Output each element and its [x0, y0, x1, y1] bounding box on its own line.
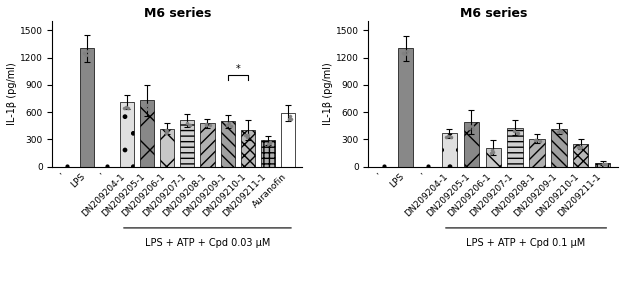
Point	[512, 130, 522, 135]
Point	[263, 141, 273, 146]
Point	[398, 51, 408, 55]
Point	[598, 162, 608, 167]
Point	[182, 121, 192, 125]
Point	[142, 103, 152, 108]
Point	[284, 113, 294, 118]
Point	[284, 117, 294, 122]
Bar	[573, 144, 589, 167]
Point	[201, 122, 211, 127]
Bar	[442, 133, 457, 167]
Point	[557, 130, 567, 135]
Point	[81, 53, 91, 57]
Point	[443, 134, 453, 139]
Bar	[508, 128, 522, 167]
Point	[601, 161, 611, 166]
Bar	[281, 113, 295, 167]
Point	[600, 162, 610, 167]
Point	[488, 150, 498, 155]
Point	[242, 135, 252, 140]
Bar	[221, 121, 234, 167]
Bar	[180, 120, 194, 167]
Bar	[551, 129, 567, 167]
Point	[464, 126, 474, 130]
Point	[402, 49, 412, 53]
Title: M6 series: M6 series	[144, 7, 211, 20]
Text: LPS + ATP + Cpd 0.03 μM: LPS + ATP + Cpd 0.03 μM	[145, 238, 270, 248]
Bar	[529, 139, 545, 167]
Bar	[241, 130, 255, 167]
Point	[119, 106, 129, 110]
Point	[185, 122, 195, 127]
Point	[468, 127, 478, 131]
Point	[509, 128, 519, 133]
Bar	[120, 102, 134, 167]
Bar	[160, 129, 174, 167]
Point	[140, 106, 150, 110]
Text: LPS + ATP + Cpd 0.1 μM: LPS + ATP + Cpd 0.1 μM	[466, 238, 586, 248]
Point	[286, 117, 296, 121]
Point	[83, 49, 93, 54]
Point	[513, 130, 523, 135]
Point	[226, 123, 236, 128]
Point	[222, 123, 232, 127]
Point	[144, 106, 154, 111]
Bar	[398, 48, 413, 167]
Point	[487, 148, 497, 152]
Point	[486, 151, 496, 155]
Point	[573, 144, 583, 149]
Point	[441, 134, 451, 139]
Bar	[595, 163, 611, 167]
Point	[121, 105, 131, 109]
Bar	[486, 148, 501, 167]
Bar	[464, 122, 479, 167]
Bar	[140, 100, 154, 167]
Point	[184, 122, 194, 127]
Point	[79, 51, 89, 56]
Text: *: *	[235, 64, 240, 74]
Point	[161, 130, 171, 135]
Bar	[79, 48, 94, 167]
Point	[243, 133, 253, 137]
Point	[446, 134, 456, 139]
Point	[265, 141, 275, 145]
Title: M6 series: M6 series	[459, 7, 527, 20]
Point	[123, 105, 133, 110]
Point	[201, 122, 211, 127]
Y-axis label: IL-1β (pg/ml): IL-1β (pg/ml)	[7, 63, 17, 125]
Point	[400, 52, 410, 57]
Bar	[201, 123, 214, 167]
Point	[240, 133, 250, 138]
Point	[531, 138, 541, 143]
Point	[553, 130, 563, 134]
Y-axis label: IL-1β (pg/ml): IL-1β (pg/ml)	[323, 63, 333, 125]
Point	[467, 124, 477, 128]
Point	[576, 144, 586, 149]
Point	[161, 128, 171, 132]
Point	[555, 128, 565, 132]
Point	[266, 139, 276, 144]
Point	[535, 138, 545, 143]
Point	[531, 137, 541, 142]
Point	[575, 145, 585, 150]
Point	[205, 123, 215, 127]
Bar	[261, 140, 275, 167]
Point	[162, 130, 172, 134]
Point	[224, 121, 234, 126]
